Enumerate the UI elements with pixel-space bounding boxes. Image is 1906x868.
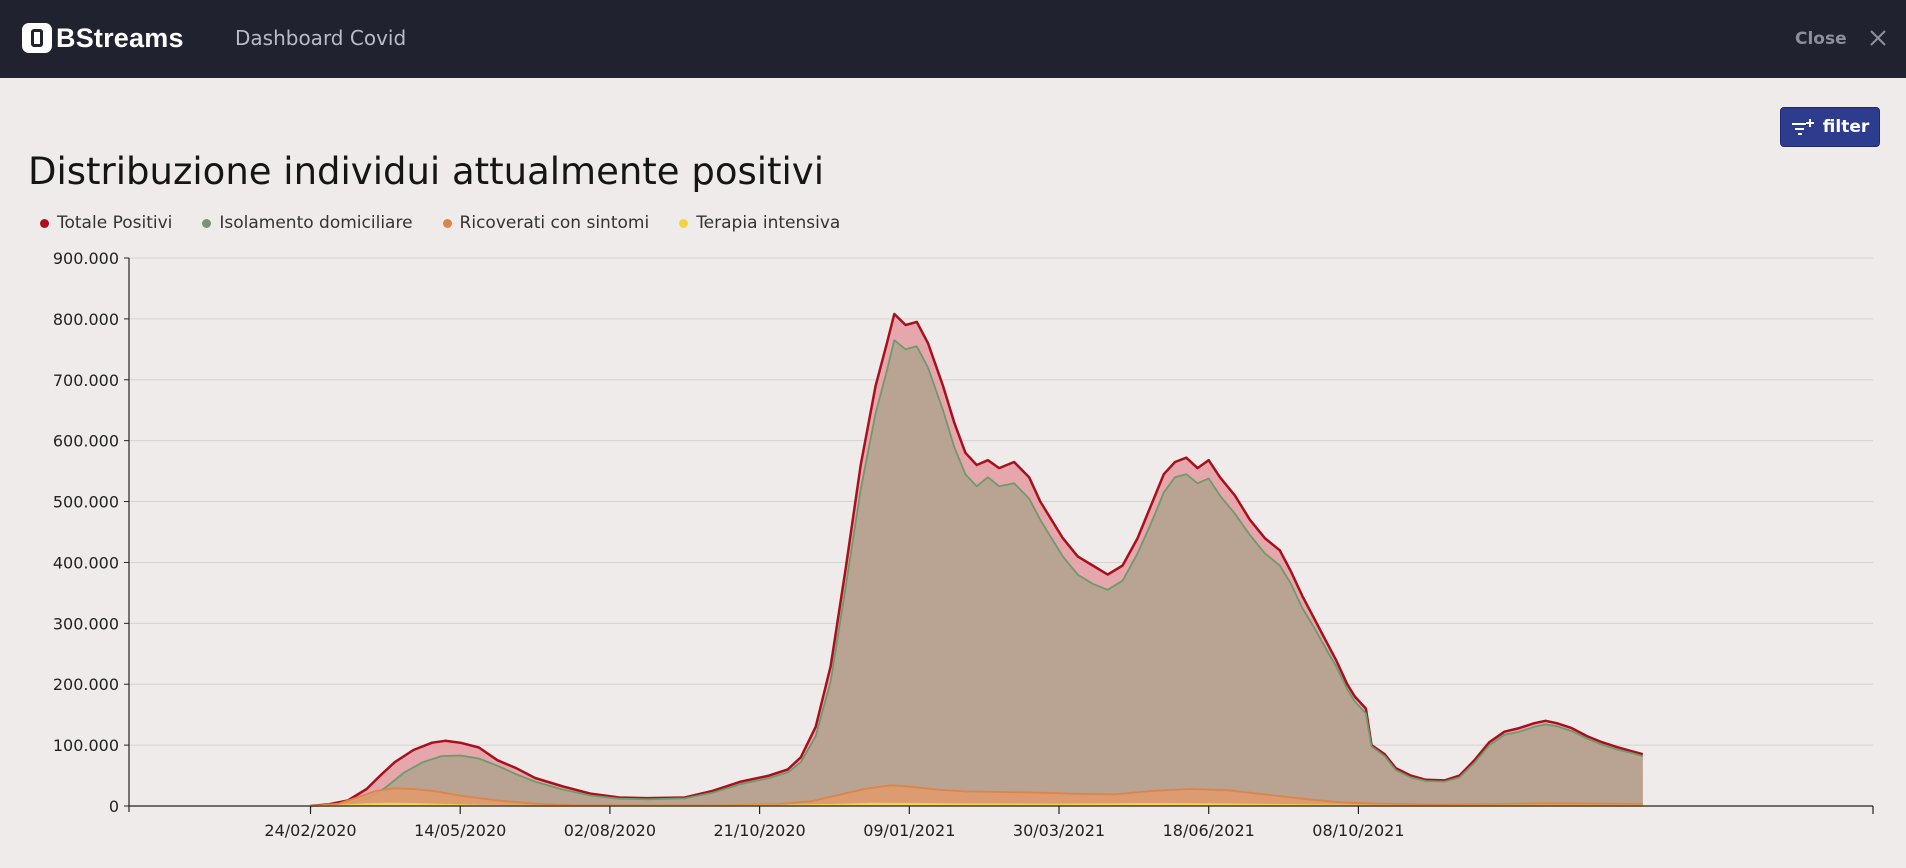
legend-label: Ricoverati con sintomi bbox=[459, 213, 650, 233]
x-tick-label: 21/10/2020 bbox=[714, 821, 806, 840]
bstreams-logo-icon bbox=[22, 23, 52, 53]
legend-item-ricoverati-con-sintomi[interactable]: Ricoverati con sintomi bbox=[442, 213, 650, 233]
y-tick-label: 500.000 bbox=[53, 493, 119, 512]
series-line-2 bbox=[310, 784, 1643, 807]
close-icon[interactable] bbox=[1868, 28, 1888, 48]
x-tick-label: 02/08/2020 bbox=[564, 821, 656, 840]
x-tick-label: 24/02/2020 bbox=[264, 821, 356, 840]
y-tick-label: 200.000 bbox=[53, 675, 119, 694]
y-tick-label: 900.000 bbox=[53, 249, 119, 268]
chart-title: Distribuzione individui attualmente posi… bbox=[28, 150, 824, 193]
y-tick-label: 0 bbox=[109, 797, 119, 816]
x-tick-label: 08/10/2021 bbox=[1312, 821, 1404, 840]
brand-name: BStreams bbox=[56, 22, 184, 53]
y-tick-label: 600.000 bbox=[53, 432, 119, 451]
y-tick-label: 400.000 bbox=[53, 553, 119, 572]
x-tick-label: 09/01/2021 bbox=[863, 821, 955, 840]
series-area-1 bbox=[310, 340, 1643, 806]
legend-label: Isolamento domiciliare bbox=[219, 213, 413, 233]
x-tick-label: 14/05/2020 bbox=[414, 821, 506, 840]
x-tick-label: 30/03/2021 bbox=[1013, 821, 1105, 840]
series-line-0 bbox=[310, 312, 1644, 808]
series-line-1 bbox=[310, 339, 1644, 807]
filter-add-icon bbox=[1791, 119, 1814, 135]
y-tick-label: 700.000 bbox=[53, 371, 119, 390]
filter-button[interactable]: filter bbox=[1780, 107, 1880, 147]
top-bar: BStreams Dashboard Covid Close bbox=[0, 0, 1906, 78]
y-tick-label: 800.000 bbox=[53, 310, 119, 329]
series-area-2 bbox=[310, 785, 1643, 806]
legend-label: Terapia intensiva bbox=[696, 213, 841, 233]
close-button[interactable]: Close bbox=[1795, 29, 1847, 49]
filter-label: filter bbox=[1822, 117, 1870, 137]
legend-item-isolamento-domiciliare[interactable]: Isolamento domiciliare bbox=[202, 213, 413, 233]
legend-label: Totale Positivi bbox=[57, 213, 173, 233]
app-title: Dashboard Covid bbox=[235, 26, 407, 50]
y-tick-label: 100.000 bbox=[53, 736, 119, 755]
legend-dot bbox=[202, 218, 212, 228]
x-tick-label: 18/06/2021 bbox=[1163, 821, 1255, 840]
chart-legend: Totale Positivi Isolamento domiciliare R… bbox=[40, 213, 870, 233]
legend-dot bbox=[40, 218, 49, 228]
legend-dot bbox=[442, 218, 452, 228]
legend-dot bbox=[679, 218, 689, 228]
legend-item-totale-positivi[interactable]: Totale Positivi bbox=[40, 213, 172, 233]
legend-item-terapia-intensiva[interactable]: Terapia intensiva bbox=[679, 213, 840, 233]
y-tick-label: 300.000 bbox=[53, 614, 119, 633]
brand-logo[interactable]: BStreams bbox=[22, 21, 184, 55]
